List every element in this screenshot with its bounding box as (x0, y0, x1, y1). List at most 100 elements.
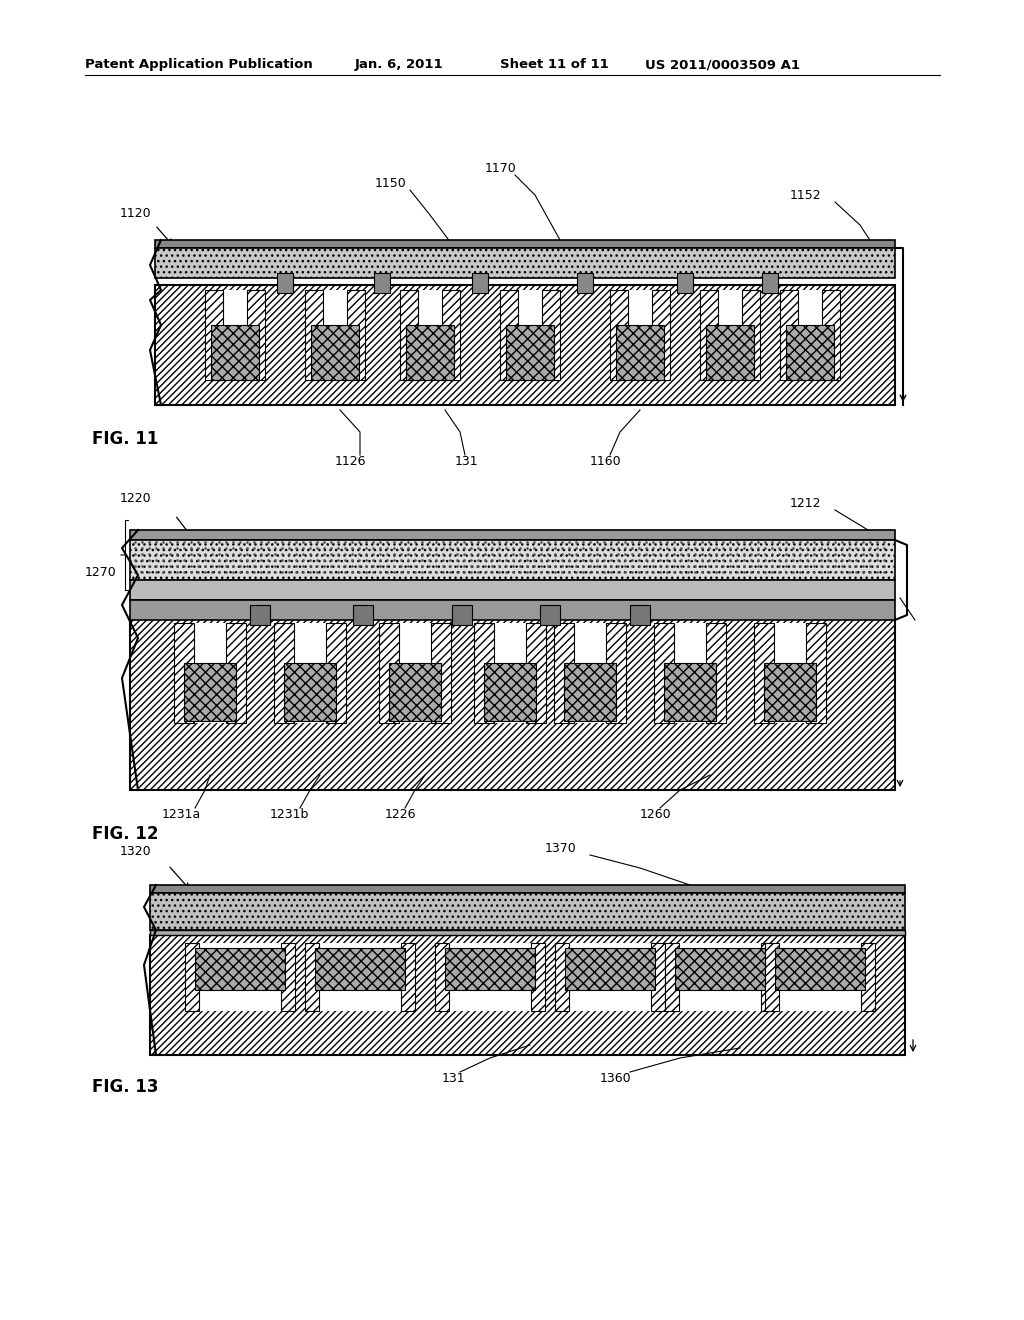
Text: 1320: 1320 (120, 845, 152, 858)
Bar (400, 290, 418, 380)
Text: 1220: 1220 (120, 492, 152, 506)
Bar (780, 290, 798, 380)
Bar (205, 290, 265, 380)
Bar (786, 325, 834, 380)
Bar (610, 290, 628, 380)
Bar (311, 325, 359, 380)
Text: 1150: 1150 (375, 177, 407, 190)
Text: 1212: 1212 (790, 498, 821, 510)
Bar (184, 663, 236, 721)
Text: 1270: 1270 (85, 565, 117, 578)
Bar (452, 605, 472, 624)
Bar (274, 623, 346, 723)
Bar (764, 663, 816, 721)
Text: 1231b: 1231b (270, 808, 309, 821)
Bar (130, 618, 895, 789)
Text: 131: 131 (455, 455, 478, 469)
Bar (305, 290, 323, 380)
Bar (150, 935, 905, 1055)
Bar (130, 601, 895, 620)
Bar (431, 623, 451, 723)
Bar (654, 623, 674, 723)
Text: Patent Application Publication: Patent Application Publication (85, 58, 312, 71)
Bar (389, 663, 441, 721)
Bar (130, 579, 895, 601)
Bar (700, 290, 760, 380)
Bar (315, 948, 406, 990)
Bar (761, 942, 775, 1011)
Bar (630, 605, 650, 624)
Bar (150, 884, 905, 894)
Bar (780, 290, 840, 380)
Bar (195, 948, 285, 990)
Text: 1126: 1126 (335, 455, 367, 469)
Bar (675, 948, 765, 990)
Bar (762, 273, 778, 293)
Bar (540, 605, 560, 624)
Bar (500, 290, 518, 380)
Bar (706, 623, 726, 723)
Bar (742, 290, 760, 380)
Bar (555, 942, 569, 1011)
Bar (347, 290, 365, 380)
Bar (506, 325, 554, 380)
Bar (326, 623, 346, 723)
Bar (565, 948, 655, 990)
Bar (474, 623, 546, 723)
Bar (564, 663, 616, 721)
Bar (130, 540, 895, 579)
Bar (406, 325, 454, 380)
Bar (155, 248, 895, 279)
Bar (185, 942, 295, 1011)
Text: 1160: 1160 (590, 455, 622, 469)
Bar (665, 942, 775, 1011)
Bar (610, 290, 670, 380)
Text: US 2011/0003509 A1: US 2011/0003509 A1 (645, 58, 800, 71)
Text: 1370: 1370 (545, 842, 577, 855)
Bar (305, 290, 365, 380)
Bar (555, 942, 665, 1011)
Bar (379, 623, 399, 723)
Text: Jan. 6, 2011: Jan. 6, 2011 (355, 58, 443, 71)
Bar (606, 623, 626, 723)
Bar (472, 273, 488, 293)
Bar (185, 942, 199, 1011)
Bar (700, 290, 718, 380)
Bar (474, 623, 494, 723)
Bar (278, 273, 293, 293)
Bar (205, 290, 223, 380)
Bar (401, 942, 415, 1011)
Bar (652, 290, 670, 380)
Bar (305, 942, 319, 1011)
Bar (765, 942, 874, 1011)
Text: FIG. 13: FIG. 13 (92, 1078, 159, 1096)
Bar (274, 623, 294, 723)
Bar (654, 623, 726, 723)
Bar (150, 931, 905, 935)
Bar (706, 325, 754, 380)
Bar (765, 942, 779, 1011)
Text: FIG. 11: FIG. 11 (92, 430, 159, 447)
Text: 1226: 1226 (385, 808, 417, 821)
Bar (677, 273, 693, 293)
Bar (754, 623, 774, 723)
Text: FIG. 12: FIG. 12 (92, 825, 159, 843)
Bar (526, 623, 546, 723)
Bar (374, 273, 390, 293)
Bar (150, 894, 905, 931)
Bar (400, 290, 460, 380)
Bar (500, 290, 560, 380)
Bar (484, 663, 536, 721)
Bar (651, 942, 665, 1011)
Bar (554, 623, 626, 723)
Text: 1170: 1170 (485, 162, 517, 176)
Bar (577, 273, 593, 293)
Text: 1152: 1152 (790, 189, 821, 202)
Bar (775, 948, 865, 990)
Bar (531, 942, 545, 1011)
Bar (445, 948, 535, 990)
Bar (861, 942, 874, 1011)
Text: 131: 131 (442, 1072, 466, 1085)
Bar (155, 285, 895, 405)
Bar (284, 663, 336, 721)
